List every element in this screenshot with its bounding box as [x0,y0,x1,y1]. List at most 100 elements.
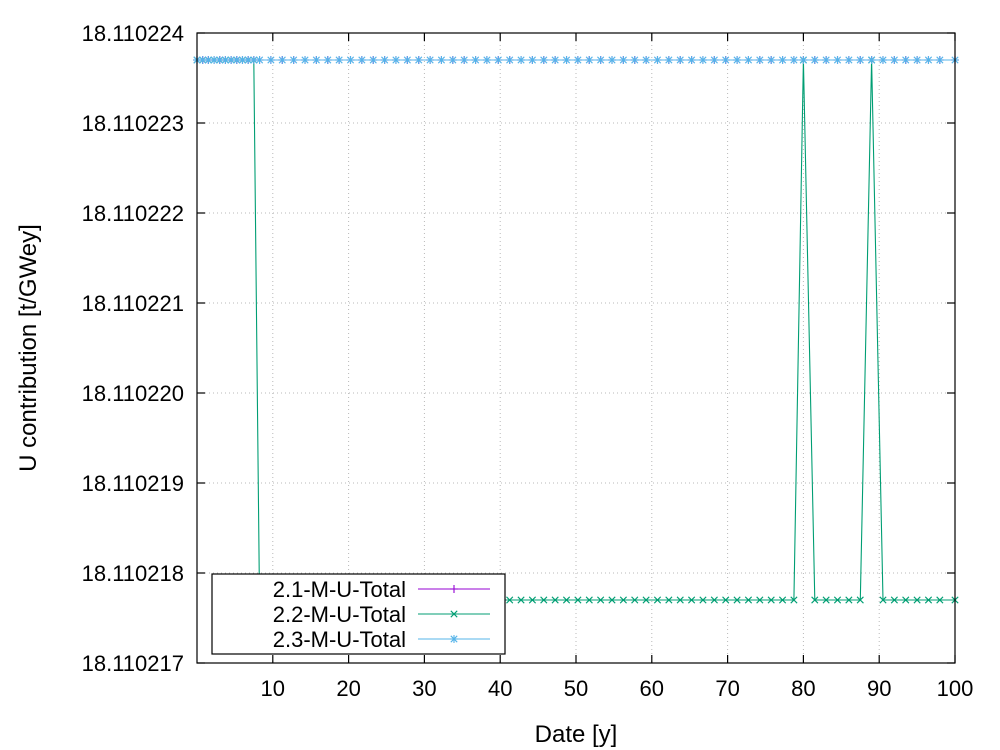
data-point [517,596,525,604]
data-point [653,56,662,64]
data-point [913,56,922,64]
x-tick-label: 40 [488,676,512,701]
data-point [653,596,662,604]
data-point [471,56,480,64]
data-point [380,56,389,64]
x-tick-label: 50 [564,676,588,701]
x-tick-labels: 10 20 30 40 50 60 70 80 90 100 [261,676,974,701]
data-point [676,56,685,64]
data-point [722,596,730,604]
data-point [733,596,741,604]
y-tick-label: 18.110223 [82,111,184,136]
data-point [460,56,469,64]
data-point [902,596,910,604]
data-point [426,56,435,64]
grid [197,33,955,663]
data-point [778,596,787,604]
data-point [619,596,627,604]
x-tick-label: 60 [640,676,664,701]
axis-ticks [197,32,956,664]
data-point [482,56,491,64]
data-point [346,56,355,64]
data-point [878,56,887,64]
x-tick-label: 80 [791,676,815,701]
series-3 [193,56,959,64]
series-markers [193,56,959,64]
data-point [664,56,673,64]
data-point [879,596,887,604]
data-point [755,56,764,64]
data-point [369,56,378,64]
data-point [289,56,298,64]
data-point [619,56,628,64]
data-point [562,56,571,64]
data-point [278,56,287,64]
data-point [414,56,423,64]
data-point [596,56,605,64]
data-point [665,596,673,604]
data-point [688,596,696,604]
x-tick-label: 20 [336,676,360,701]
data-point [733,56,742,64]
plot-frame [196,32,956,664]
data-point [608,56,617,64]
data-point [585,56,594,64]
y-tick-label: 18.110222 [82,201,184,226]
data-point [856,596,864,604]
data-point [642,56,651,64]
y-tick-label: 18.110224 [82,21,184,46]
y-tick-labels: 18.110217 18.110218 18.110219 18.110220 18.1… [82,21,184,676]
data-point [494,56,503,64]
data-point [822,596,830,604]
data-point [301,56,310,64]
y-tick-label: 18.110218 [82,561,184,586]
data-point [198,56,207,64]
y-tick-label: 18.110219 [82,471,184,496]
data-point [437,56,446,64]
y-tick-label: 18.110217 [82,651,184,676]
data-point [391,56,400,64]
data-point [539,56,548,64]
data-point [357,56,366,64]
data-point [810,56,819,64]
data-point [699,596,707,604]
data-point [266,56,275,64]
data-point [631,596,639,604]
data-point [551,596,559,604]
data-point [756,596,764,604]
data-point [856,56,865,64]
data-point [844,56,853,64]
data-point [585,596,593,604]
y-tick-label: 18.110220 [82,381,184,406]
data-point [924,596,933,604]
data-point [608,596,616,604]
data-point [448,56,457,64]
data-point [811,596,819,604]
data-point [845,596,853,604]
data-point [744,56,753,64]
data-point [790,596,798,604]
data-point [335,56,344,64]
data-point [505,56,514,64]
data-point [778,56,787,64]
data-point [833,56,842,64]
data-point [744,596,753,604]
data-point [597,596,605,604]
data-point [403,56,412,64]
data-point [528,596,537,604]
data-point [562,596,571,604]
legend-marker [450,585,458,593]
x-tick-label: 90 [867,676,891,701]
x-tick-label: 30 [412,676,436,701]
data-point [323,56,332,64]
data-point [890,596,898,604]
data-point [833,596,842,604]
data-point [867,56,876,64]
y-tick-label: 18.110221 [82,291,184,316]
data-point [630,56,639,64]
data-point [540,596,548,604]
data-point [799,56,808,64]
data-point [698,56,707,64]
